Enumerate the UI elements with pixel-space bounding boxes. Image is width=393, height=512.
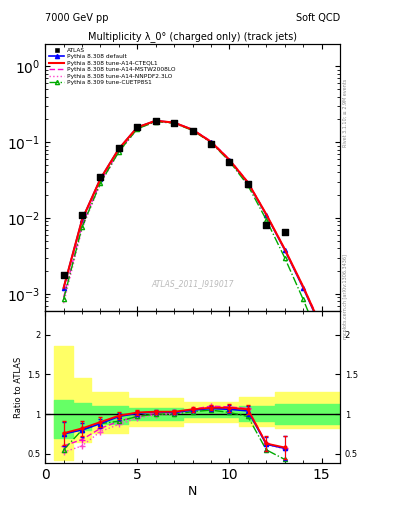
Point bbox=[281, 228, 288, 237]
Point bbox=[263, 221, 270, 229]
Title: Multiplicity λ_0° (charged only) (track jets): Multiplicity λ_0° (charged only) (track … bbox=[88, 31, 297, 42]
Point bbox=[97, 173, 104, 181]
Legend: ATLAS, Pythia 8.308 default, Pythia 8.308 tune-A14-CTEQL1, Pythia 8.308 tune-A14: ATLAS, Pythia 8.308 default, Pythia 8.30… bbox=[48, 47, 176, 87]
Point bbox=[152, 117, 159, 125]
Point bbox=[79, 211, 85, 219]
Text: 7000 GeV pp: 7000 GeV pp bbox=[45, 13, 109, 23]
Text: Soft QCD: Soft QCD bbox=[296, 13, 340, 23]
Point bbox=[208, 140, 214, 148]
Point bbox=[189, 127, 196, 135]
Text: Rivet 3.1.10; ≥ 2.9M events: Rivet 3.1.10; ≥ 2.9M events bbox=[343, 78, 348, 147]
Text: mcplots.cern.ch [arXiv:1306.3436]: mcplots.cern.ch [arXiv:1306.3436] bbox=[343, 254, 348, 339]
Text: ATLAS_2011_I919017: ATLAS_2011_I919017 bbox=[151, 280, 234, 288]
Point bbox=[116, 143, 122, 152]
Y-axis label: Ratio to ATLAS: Ratio to ATLAS bbox=[14, 356, 23, 418]
Point bbox=[245, 180, 251, 188]
Point bbox=[134, 122, 140, 131]
Point bbox=[61, 270, 67, 279]
Point bbox=[171, 119, 177, 127]
Point bbox=[226, 158, 233, 166]
X-axis label: N: N bbox=[188, 485, 197, 498]
